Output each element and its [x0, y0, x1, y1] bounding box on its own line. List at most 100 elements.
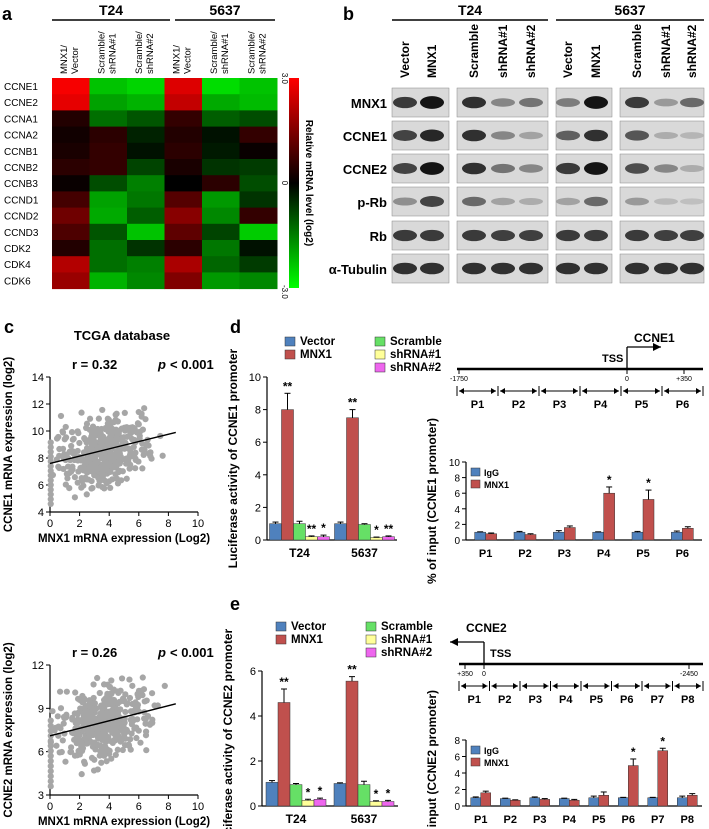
chip-legend-swatch [470, 467, 481, 477]
scatter-point [71, 752, 79, 759]
significance-label: * [607, 473, 612, 487]
region-arrowhead [644, 683, 649, 689]
scatter-point [90, 681, 97, 688]
blot-band [556, 262, 580, 275]
bar [265, 782, 279, 807]
significance-label: * [374, 787, 379, 801]
x-tick-label: 10 [192, 801, 204, 813]
scatter-point [98, 705, 106, 712]
y-tick-label: 6 [454, 489, 460, 500]
scatter-point [108, 677, 115, 684]
scatter-point [92, 461, 99, 468]
scatter-point [88, 754, 96, 762]
region-arrowhead [573, 388, 578, 394]
scatter-point [106, 442, 113, 450]
scatter-point [98, 759, 105, 766]
bar [293, 523, 306, 541]
promoter-map-ccne1: CCNE1 TSS -1750 0 +350 P1 P2 P3 P4 P5 P6 [450, 331, 704, 411]
bar [281, 409, 294, 541]
bar [513, 531, 526, 541]
blot-band [393, 96, 417, 109]
scatter-ccne1: 0 2 4 6 8 10 4 6 8 10 12 14 r = 0.32 p < 0.001 CCNE1 mR… [3, 357, 214, 545]
scatter-point [82, 707, 89, 714]
panel-letter-b: b [343, 4, 354, 24]
bar [529, 797, 540, 807]
y-axis-label: CCNE1 mRNA expression (log2) [3, 357, 15, 532]
scatter-point [96, 689, 103, 697]
bar [588, 797, 599, 807]
scatter-point [62, 434, 70, 441]
correlation-p-value: < 0.001 [170, 357, 214, 372]
heatmap-cell [164, 94, 203, 111]
x-tick-label: 6 [136, 518, 142, 530]
heatmap-cell [89, 142, 128, 160]
bar [334, 523, 347, 541]
scatter-point [56, 445, 63, 453]
region-label: P4 [559, 694, 573, 706]
heatmap-cell [202, 256, 240, 273]
scatter-point [78, 409, 85, 416]
correlation-r: r = 0.26 [72, 645, 117, 660]
category-label: P4 [597, 548, 611, 560]
scatter-point [60, 465, 67, 473]
scatter-point [91, 706, 99, 713]
scatter-point [140, 686, 148, 693]
blot-protein-label: MNX1 [351, 96, 387, 111]
scatter-point [117, 453, 124, 460]
map-tick-label: +350 [676, 376, 692, 383]
significance-label: ** [384, 522, 394, 536]
scatter-point [99, 473, 106, 480]
heatmap-cell [239, 78, 278, 95]
heatmap-cell [239, 110, 278, 128]
heatmap-cell [239, 142, 278, 160]
bar [305, 536, 318, 541]
scale-title: Relative mRNA level (log2) [303, 120, 314, 246]
blot-band [519, 131, 543, 140]
x-tick-label: 10 [192, 518, 204, 530]
blot-band [584, 96, 608, 109]
region-arrowhead [491, 683, 497, 689]
scatter-point [47, 477, 54, 484]
bar [628, 765, 639, 807]
scatter-point [121, 409, 128, 416]
chip-legend-swatch [470, 479, 481, 489]
heatmap-cell [89, 159, 128, 176]
scatter-point [140, 451, 147, 458]
region-arrowhead [674, 683, 680, 689]
y-tick-label: 12 [32, 399, 44, 411]
heatmap-cell [127, 191, 165, 209]
map-tick-label: 0 [482, 671, 486, 678]
scatter-point [116, 698, 123, 705]
scatter-point [76, 439, 83, 447]
scatter-point [56, 688, 64, 695]
heatmap-cell [52, 240, 90, 257]
scatter-point [100, 681, 108, 688]
blot-band [625, 163, 649, 174]
y-tick-label: 4 [38, 507, 44, 519]
heatmap-cell [52, 207, 90, 225]
scatter-point [78, 484, 85, 491]
scatter-point [141, 405, 148, 412]
y-tick-label: 6 [255, 437, 261, 449]
heatmap-group-t24: T24 [99, 2, 123, 18]
heatmap-cell [89, 207, 128, 225]
significance-label: * [660, 734, 665, 748]
bar [370, 537, 383, 541]
blot-band [584, 196, 608, 207]
scatter-point [136, 428, 144, 435]
legend-label: shRNA#2 [381, 647, 432, 659]
heatmap-cell [164, 126, 203, 144]
tss-arrowhead [653, 343, 661, 351]
scatter-point [103, 464, 110, 471]
scatter-point [141, 715, 148, 722]
blot-band [420, 229, 444, 242]
category-label: P2 [518, 548, 531, 560]
scatter-point [47, 448, 54, 456]
blot-band [654, 229, 678, 242]
scatter-point [113, 435, 120, 442]
heatmap-cell [52, 175, 90, 192]
blot-band [519, 97, 543, 108]
scatter-point [89, 432, 96, 439]
